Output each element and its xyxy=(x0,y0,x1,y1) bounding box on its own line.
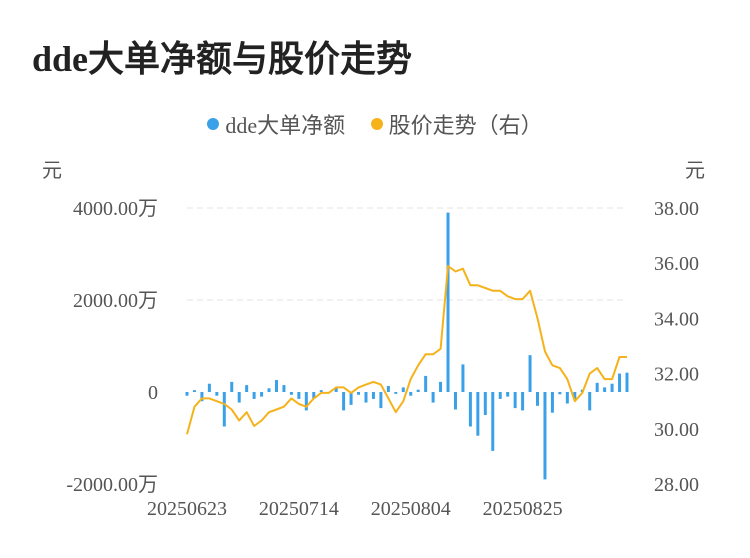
bar xyxy=(379,392,383,409)
right-tick-label: 32.00 xyxy=(654,364,699,386)
axis-ticks: 4000.00万 2000.00万 0 -2000.00万 38.00 36.00 34.0… xyxy=(66,198,699,520)
bar xyxy=(185,392,189,396)
bar xyxy=(550,392,554,413)
bar xyxy=(416,389,420,392)
bar xyxy=(543,392,547,480)
legend-line-swatch xyxy=(370,118,383,130)
bar xyxy=(364,392,368,403)
bar xyxy=(558,392,562,395)
bar-series xyxy=(185,212,629,480)
bar xyxy=(618,373,622,392)
x-tick-label: 20250714 xyxy=(259,498,339,520)
right-tick-label: 28.00 xyxy=(654,474,699,496)
bar xyxy=(446,212,450,392)
chart-title: dde大单净额与股价走势 xyxy=(32,39,413,79)
bar xyxy=(386,386,390,392)
bar xyxy=(312,392,316,399)
bar xyxy=(319,390,323,392)
bar xyxy=(476,392,480,436)
bar xyxy=(439,381,443,392)
bar xyxy=(237,392,241,403)
right-tick-label: 34.00 xyxy=(654,308,699,330)
left-tick-label: 2000.00万 xyxy=(73,290,158,312)
left-tick-label: -2000.00万 xyxy=(66,474,158,496)
legend-item-bar[interactable]: dde大单净额 xyxy=(207,108,345,140)
bar xyxy=(595,382,599,392)
bar xyxy=(252,392,256,399)
bar xyxy=(588,392,592,411)
bar xyxy=(245,385,249,392)
bar xyxy=(357,392,361,395)
bar xyxy=(222,392,226,427)
bar xyxy=(207,383,211,392)
bar xyxy=(230,381,234,392)
bar xyxy=(304,392,308,411)
right-axis-unit: 元 xyxy=(685,160,705,182)
bar xyxy=(394,392,398,394)
bar xyxy=(274,380,278,392)
bar xyxy=(282,385,286,392)
legend-item-line[interactable]: 股价走势（右） xyxy=(370,108,543,140)
bar xyxy=(267,388,271,392)
bar xyxy=(409,392,413,396)
bar xyxy=(260,392,264,397)
bar xyxy=(603,387,607,392)
bar xyxy=(200,392,204,402)
right-tick-label: 38.00 xyxy=(654,198,699,220)
bar xyxy=(513,392,517,409)
bar xyxy=(506,392,510,397)
bar xyxy=(431,392,435,403)
bar xyxy=(371,392,375,399)
bar xyxy=(491,392,495,451)
bar xyxy=(536,392,540,406)
left-axis-unit: 元 xyxy=(42,160,62,182)
bar xyxy=(215,392,219,396)
legend: dde大单净额 股价走势（右） xyxy=(0,108,750,140)
right-tick-label: 30.00 xyxy=(654,419,699,441)
line-series xyxy=(186,265,627,435)
bar xyxy=(625,372,629,392)
legend-bar-swatch xyxy=(207,118,220,130)
legend-line-label: 股价走势（右） xyxy=(388,113,543,138)
gridlines xyxy=(187,207,627,301)
bar xyxy=(461,364,465,392)
bar xyxy=(342,392,346,411)
bar xyxy=(453,392,457,410)
bar xyxy=(528,355,532,392)
right-tick-label: 36.00 xyxy=(654,253,699,275)
bar xyxy=(297,392,301,399)
bar xyxy=(349,392,353,405)
x-tick-label: 20250623 xyxy=(147,498,227,520)
bar xyxy=(192,390,196,392)
bar xyxy=(565,392,569,404)
bar xyxy=(498,392,502,399)
bar xyxy=(289,392,293,395)
bar xyxy=(521,392,525,411)
bar xyxy=(468,392,472,427)
left-tick-label: 0 xyxy=(148,382,158,404)
price-line xyxy=(186,265,627,435)
x-tick-label: 20250825 xyxy=(483,498,563,520)
x-tick-label: 20250804 xyxy=(371,498,451,520)
left-tick-label: 4000.00万 xyxy=(73,198,158,220)
legend-bar-label: dde大单净额 xyxy=(225,113,346,138)
bar xyxy=(610,383,614,392)
bar xyxy=(573,392,577,399)
bar xyxy=(483,392,487,415)
bar xyxy=(334,387,338,392)
bar xyxy=(424,375,428,392)
bar xyxy=(401,387,405,392)
